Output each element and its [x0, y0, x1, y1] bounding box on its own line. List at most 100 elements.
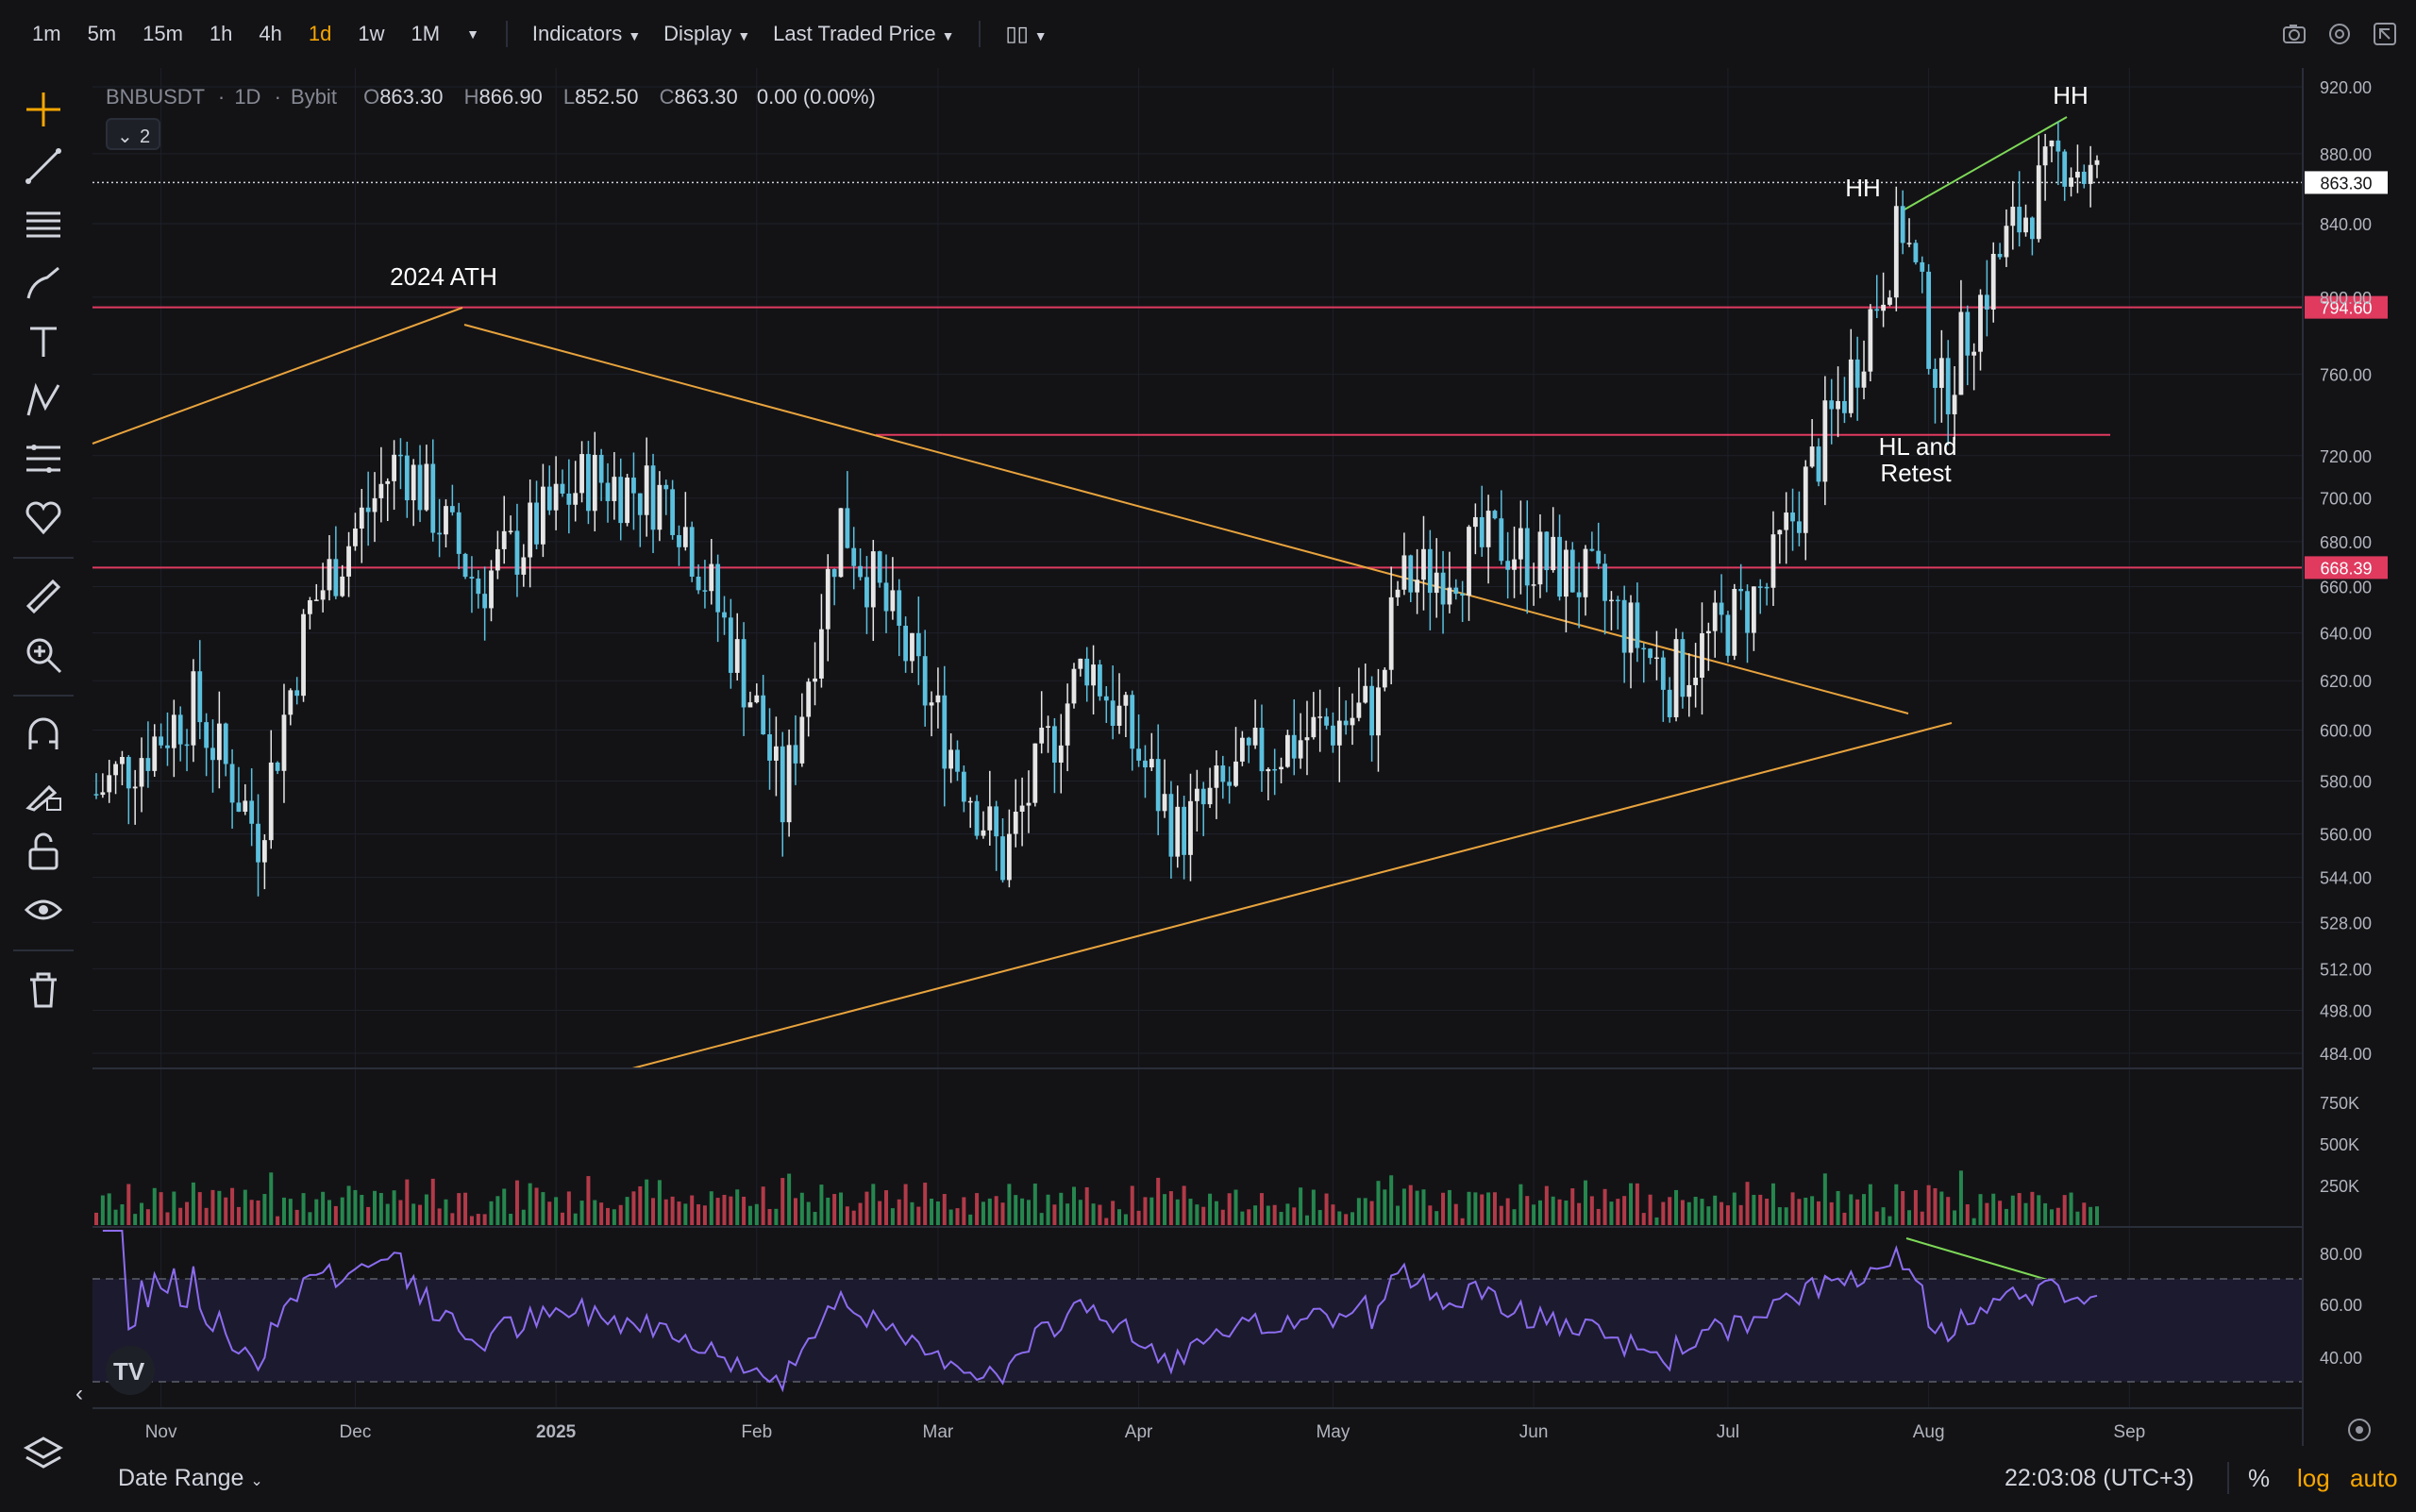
volume-bar — [1939, 1191, 1944, 1225]
display-menu[interactable]: Display ▼ — [652, 22, 762, 46]
volume-bar — [1907, 1210, 1912, 1225]
volume-bar — [618, 1204, 623, 1225]
candle-body — [489, 570, 494, 609]
brush-icon[interactable] — [23, 262, 64, 304]
volume-bar — [1401, 1188, 1406, 1225]
candle-body — [1770, 534, 1776, 588]
horizontal-lines-icon[interactable] — [23, 204, 64, 245]
candle-body — [1336, 720, 1342, 746]
candle-body — [444, 506, 448, 535]
timeframe-5m[interactable]: 5m — [87, 22, 117, 45]
candle-body — [1576, 592, 1582, 597]
auto-scale-toggle[interactable]: auto — [2350, 1463, 2398, 1492]
toolbar-right — [2282, 0, 2397, 68]
timeframe-1m[interactable]: 1m — [32, 22, 61, 45]
fullscreen-icon[interactable] — [2373, 22, 2397, 46]
volume-bar — [1668, 1197, 1672, 1225]
time-axis-label: Sep — [2113, 1422, 2145, 1442]
timeframe-1h[interactable]: 1h — [209, 22, 233, 45]
volume-bar — [722, 1194, 727, 1225]
volume-bar — [2082, 1202, 2087, 1225]
timeframe-1d[interactable]: 1d — [308, 22, 332, 45]
level-badge — [2305, 556, 2388, 580]
volume-bar — [294, 1209, 299, 1225]
volume-bar — [1091, 1203, 1096, 1225]
price-type-menu[interactable]: Last Traded Price ▼ — [762, 22, 965, 46]
indicator-toggle[interactable]: ⌄ 2 — [106, 118, 160, 150]
volume-bar — [1026, 1200, 1031, 1225]
candle-body — [1492, 511, 1498, 519]
candle-body — [107, 775, 112, 793]
volume-bar — [495, 1196, 500, 1225]
candle-body — [955, 749, 960, 772]
ruler-icon[interactable] — [23, 576, 64, 617]
volume-bar — [2010, 1195, 2015, 1225]
volume-bar — [321, 1191, 326, 1225]
layers-icon[interactable] — [23, 1433, 64, 1474]
candle-body — [1078, 658, 1083, 669]
price-tick-label: 920.00 — [2320, 78, 2372, 97]
trend-line-icon[interactable] — [23, 145, 64, 187]
volume-bar — [1577, 1202, 1582, 1225]
candle-body — [767, 734, 772, 761]
volume-bar — [288, 1199, 293, 1225]
settings-gear-icon[interactable] — [2327, 22, 2352, 46]
volume-bar — [1512, 1209, 1517, 1225]
volume-bar — [709, 1191, 713, 1225]
candle-body — [696, 576, 701, 591]
volume-bar — [269, 1172, 274, 1225]
magnet-icon[interactable] — [23, 714, 64, 755]
clock-readout: 22:03:08 (UTC+3) — [2005, 1464, 2194, 1491]
volume-bar — [962, 1197, 966, 1225]
price-tick-label: 760.00 — [2320, 366, 2372, 385]
price-chart[interactable]: 794.60 668.39 863.30 920.00 880.00 840.00 800… — [0, 68, 2416, 1446]
date-range-button[interactable]: Date Range ⌄ — [118, 1465, 263, 1492]
candle-body — [1058, 745, 1064, 763]
volume-bar — [560, 1212, 564, 1225]
candle-body — [1621, 599, 1627, 653]
candle-body — [1777, 529, 1783, 535]
timeframe-4h[interactable]: 4h — [259, 22, 282, 45]
unlock-icon[interactable] — [23, 831, 64, 872]
volume-bar — [1428, 1205, 1433, 1225]
volume-bar — [1421, 1189, 1426, 1225]
timeframe-1w[interactable]: 1w — [358, 22, 385, 45]
trash-icon[interactable] — [23, 968, 64, 1010]
candle-body — [1660, 657, 1666, 690]
candle-body — [2069, 177, 2073, 187]
candle-body — [870, 551, 876, 608]
candle-body — [1103, 696, 1109, 701]
time-axis-label: Apr — [1125, 1422, 1153, 1442]
lock-drawing-icon[interactable] — [23, 772, 64, 814]
text-icon[interactable] — [23, 321, 64, 362]
timeframe-more-caret[interactable]: ▼ — [466, 26, 479, 42]
fib-icon[interactable] — [23, 438, 64, 479]
collapse-left-icon[interactable]: ‹ — [76, 1381, 83, 1406]
candle-body — [456, 512, 461, 554]
heart-icon[interactable] — [23, 496, 64, 538]
indicators-menu[interactable]: Indicators ▼ — [521, 22, 652, 46]
candle-body — [249, 800, 255, 824]
timeframe-15m[interactable]: 15m — [143, 22, 183, 45]
volume-bar — [1790, 1192, 1795, 1225]
candle-body — [1363, 685, 1368, 703]
candle-body — [1888, 297, 1892, 305]
pattern-icon[interactable] — [23, 379, 64, 421]
zoom-in-icon[interactable] — [23, 634, 64, 676]
crosshair-icon[interactable] — [23, 89, 64, 130]
volume-bar — [981, 1201, 985, 1225]
price-tick-label: 700.00 — [2320, 490, 2372, 509]
candle-body — [1447, 587, 1452, 605]
eye-icon[interactable] — [23, 889, 64, 931]
log-scale-toggle[interactable]: log — [2297, 1463, 2330, 1492]
camera-icon[interactable] — [2282, 22, 2307, 46]
chart-annotation: HH — [2053, 81, 2089, 109]
volume-bar — [702, 1205, 707, 1225]
timeframe-1M[interactable]: 1M — [411, 22, 441, 45]
volume-bar — [327, 1200, 331, 1225]
percent-scale-toggle[interactable]: % — [2248, 1463, 2271, 1492]
axis-settings-icon[interactable] — [2348, 1419, 2371, 1441]
candle-body — [1388, 596, 1394, 670]
candle-body — [1098, 664, 1102, 697]
chart-type-menu[interactable]: ▯▯ ▼ — [994, 22, 1058, 46]
